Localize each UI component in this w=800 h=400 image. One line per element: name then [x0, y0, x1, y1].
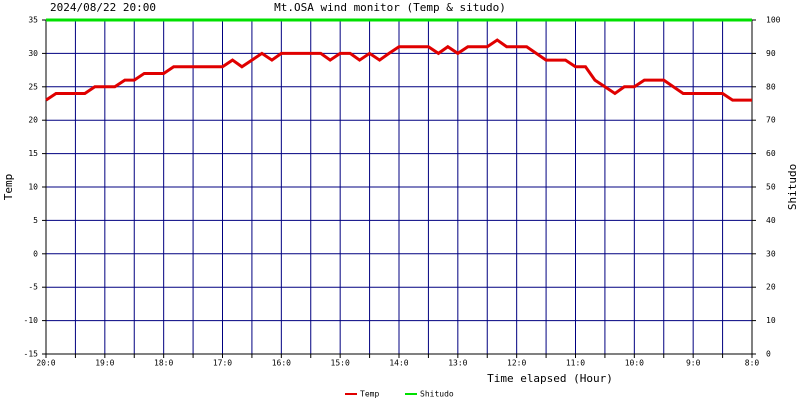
x-tick-label: 18:0 [154, 359, 173, 368]
y-tick-label: 10 [28, 183, 38, 192]
x-tick-label: 20:0 [36, 359, 55, 368]
y-tick-label: 5 [33, 216, 38, 225]
x-tick-label: 8:0 [745, 359, 760, 368]
y-axis-label: Temp [2, 174, 15, 201]
y-tick-label: 20 [28, 116, 38, 125]
y2-tick-label: 80 [766, 82, 776, 91]
chart-title: Mt.OSA wind monitor (Temp & situdo) [274, 1, 506, 14]
x-tick-label: 19:0 [95, 359, 114, 368]
y2-tick-label: 30 [766, 249, 776, 258]
y-tick-label: -15 [24, 350, 39, 359]
x-tick-label: 10:0 [625, 359, 644, 368]
legend-label: Temp [360, 390, 379, 399]
y-tick-label: -10 [24, 316, 39, 325]
series-line [45, 38, 752, 102]
y2-tick-label: 50 [766, 183, 776, 192]
y-tick-label: -5 [28, 283, 38, 292]
y-tick-label: 35 [28, 16, 38, 25]
x-axis-label: Time elapsed (Hour) [487, 372, 613, 385]
chart-date: 2024/08/22 20:00 [50, 1, 156, 14]
x-tick-label: 9:0 [686, 359, 701, 368]
x-tick-label: 16:0 [272, 359, 291, 368]
legend-label: Shitudo [420, 390, 454, 399]
y2-axis-label: Shitudo [786, 164, 799, 210]
x-tick-label: 15:0 [331, 359, 350, 368]
y-tick-label: 30 [28, 49, 38, 58]
y2-tick-label: 70 [766, 116, 776, 125]
x-tick-label: 13:0 [448, 359, 467, 368]
y-tick-label: 0 [33, 249, 38, 258]
y2-tick-label: 100 [766, 16, 781, 25]
x-tick-label: 14:0 [389, 359, 408, 368]
y-tick-label: 15 [28, 149, 38, 158]
y-tick-label: 25 [28, 82, 38, 91]
x-tick-label: 11:0 [566, 359, 585, 368]
y2-tick-label: 40 [766, 216, 776, 225]
y2-tick-label: 20 [766, 283, 776, 292]
y2-tick-label: 60 [766, 149, 776, 158]
y2-tick-label: 0 [766, 350, 771, 359]
x-tick-label: 17:0 [213, 359, 232, 368]
y2-tick-label: 90 [766, 49, 776, 58]
x-tick-label: 12:0 [507, 359, 526, 368]
y2-tick-label: 10 [766, 316, 776, 325]
